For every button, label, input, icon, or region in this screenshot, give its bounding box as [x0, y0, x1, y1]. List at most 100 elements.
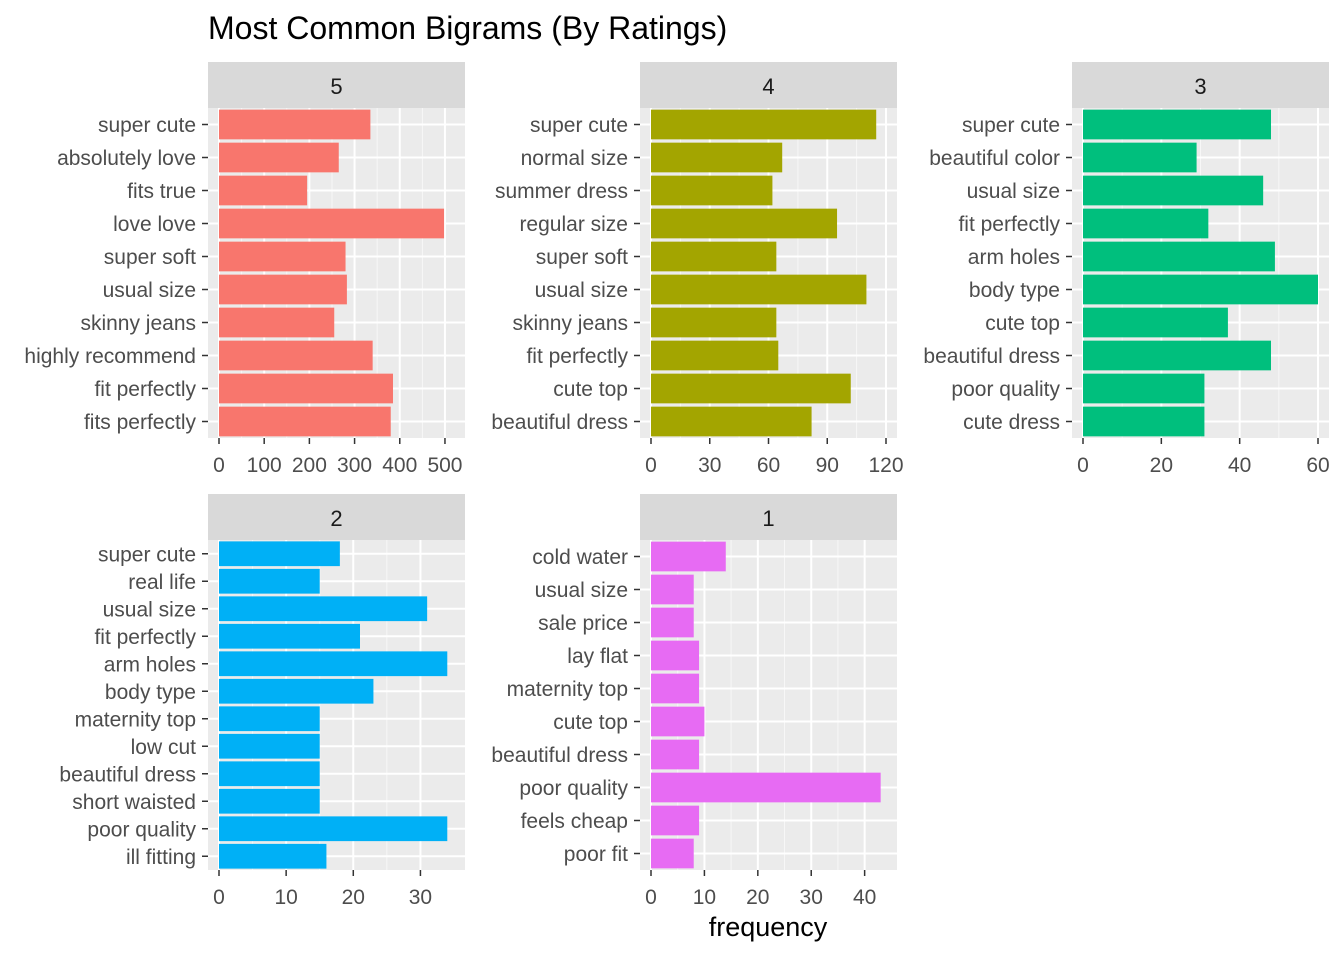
bar — [651, 805, 700, 836]
bar — [219, 623, 360, 649]
bar — [651, 772, 881, 803]
bar — [219, 175, 308, 206]
y-tick-label: arm holes — [968, 246, 1060, 269]
x-tick-label: 10 — [274, 886, 297, 909]
facet-strip — [1072, 62, 1329, 108]
y-tick-label: sale price — [538, 612, 628, 635]
y-tick-label: fits true — [127, 180, 196, 203]
bar — [219, 761, 320, 787]
x-tick-label: 40 — [1228, 454, 1251, 477]
y-tick-label: highly recommend — [24, 345, 196, 368]
y-tick-label: lay flat — [567, 645, 628, 668]
y-tick-label: fit perfectly — [958, 213, 1060, 236]
bar — [651, 175, 773, 206]
y-tick-label: summer dress — [495, 180, 628, 203]
x-tick-label: 100 — [247, 454, 282, 477]
y-tick-label: usual size — [103, 598, 196, 621]
panel-background — [208, 540, 465, 870]
bar — [651, 574, 694, 605]
x-tick-label: 20 — [1150, 454, 1173, 477]
y-tick-label: beautiful dress — [59, 763, 196, 786]
bar — [1083, 241, 1275, 272]
y-tick-label: real life — [128, 571, 196, 594]
bar — [1083, 109, 1271, 140]
x-tick-label: 30 — [698, 454, 721, 477]
x-tick-label: 10 — [693, 886, 716, 909]
bar — [651, 838, 694, 869]
y-tick-label: cute top — [553, 711, 628, 734]
y-tick-label: fit perfectly — [94, 626, 196, 649]
bar — [1083, 175, 1264, 206]
y-tick-label: normal size — [521, 147, 628, 170]
bar — [1083, 208, 1209, 239]
x-tick-label: 0 — [645, 454, 657, 477]
y-tick-label: short waisted — [72, 791, 196, 814]
bar — [651, 109, 877, 140]
y-tick-label: usual size — [535, 579, 628, 602]
facet-strip-label: 2 — [330, 506, 342, 531]
y-tick-label: feels cheap — [521, 810, 628, 833]
x-tick-label: 20 — [342, 886, 365, 909]
bar — [219, 373, 393, 404]
bar — [651, 241, 777, 272]
bar — [219, 788, 320, 814]
bar — [1083, 406, 1205, 437]
y-tick-label: super cute — [98, 543, 196, 566]
y-tick-label: super soft — [536, 246, 628, 269]
y-tick-label: maternity top — [75, 708, 196, 731]
x-tick-label: 40 — [853, 886, 876, 909]
x-tick-label: 30 — [409, 886, 432, 909]
y-tick-label: low cut — [131, 736, 197, 759]
facet-strip-label: 5 — [330, 74, 342, 99]
x-tick-label: 500 — [427, 454, 462, 477]
y-tick-label: cold water — [532, 546, 628, 569]
x-tick-label: 0 — [645, 886, 657, 909]
bar — [219, 678, 374, 704]
bar — [219, 406, 391, 437]
bar — [651, 274, 867, 305]
facet-strip-label: 4 — [762, 74, 774, 99]
y-tick-label: usual size — [967, 180, 1060, 203]
bar — [651, 307, 777, 338]
y-tick-label: super soft — [104, 246, 196, 269]
facet-strip — [208, 494, 465, 540]
x-axis-label: frequency — [708, 912, 828, 942]
y-tick-label: beautiful dress — [923, 345, 1060, 368]
chart-title: Most Common Bigrams (By Ratings) — [208, 10, 728, 46]
y-tick-label: beautiful dress — [491, 411, 628, 434]
bar — [1083, 142, 1197, 173]
bar — [219, 706, 320, 732]
x-tick-label: 0 — [213, 886, 225, 909]
y-tick-label: cute top — [985, 312, 1060, 335]
bar — [219, 340, 373, 371]
bar — [1083, 373, 1205, 404]
bar — [651, 541, 726, 572]
y-tick-label: body type — [105, 681, 196, 704]
y-tick-label: cute top — [553, 378, 628, 401]
y-tick-label: usual size — [103, 279, 196, 302]
facet-strip — [640, 62, 897, 108]
x-tick-label: 200 — [292, 454, 327, 477]
x-tick-label: 60 — [1306, 454, 1329, 477]
y-tick-label: super cute — [98, 114, 196, 137]
y-tick-label: maternity top — [507, 678, 628, 701]
bar — [219, 241, 346, 272]
y-tick-label: poor quality — [519, 777, 628, 800]
y-tick-label: poor fit — [564, 843, 628, 866]
bar — [219, 208, 445, 239]
bar — [1083, 274, 1318, 305]
y-tick-label: super cute — [962, 114, 1060, 137]
bar — [651, 340, 779, 371]
y-tick-label: regular size — [519, 213, 628, 236]
bar — [651, 673, 700, 704]
y-tick-label: skinny jeans — [512, 312, 628, 335]
x-tick-label: 60 — [757, 454, 780, 477]
x-tick-label: 0 — [213, 454, 225, 477]
bar — [219, 651, 448, 677]
bar — [651, 373, 851, 404]
y-tick-label: beautiful color — [929, 147, 1060, 170]
x-tick-label: 0 — [1077, 454, 1089, 477]
y-tick-label: arm holes — [104, 653, 196, 676]
x-tick-label: 90 — [816, 454, 839, 477]
